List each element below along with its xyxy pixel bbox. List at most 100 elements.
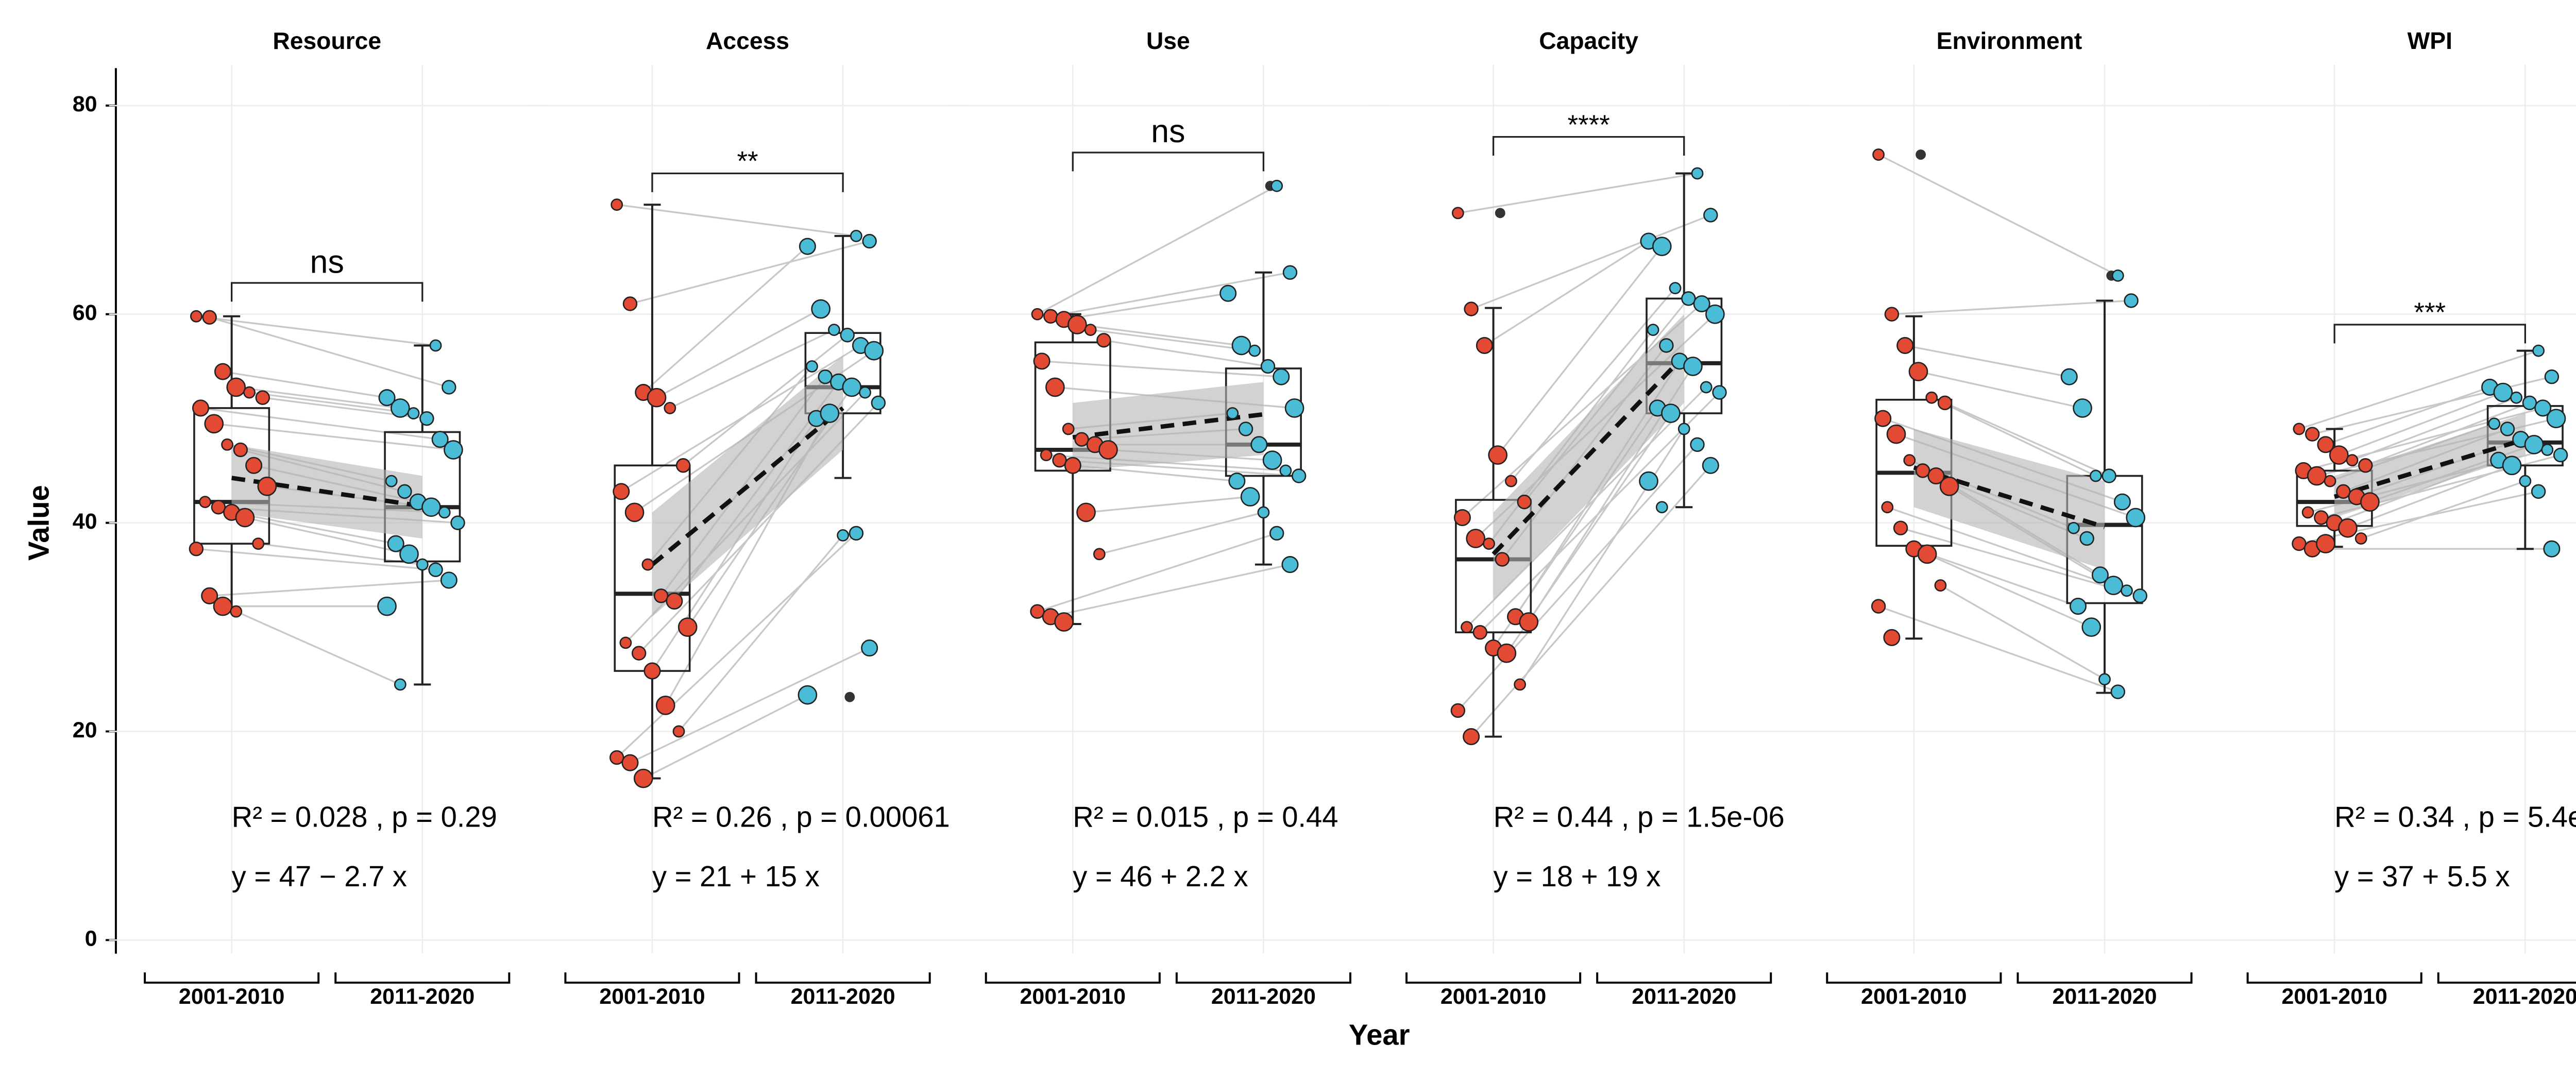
x-axis-bracket <box>2437 972 2576 984</box>
point <box>199 496 211 509</box>
pair-line <box>249 391 414 414</box>
point <box>1639 471 1658 491</box>
point <box>221 438 233 451</box>
significance-label: **** <box>1568 110 1610 140</box>
x-tick-label: 2001-2010 <box>179 984 284 1009</box>
point <box>2111 269 2124 282</box>
point <box>624 502 645 523</box>
point <box>390 398 410 418</box>
significance-label: ns <box>310 244 344 280</box>
point <box>204 414 224 434</box>
x-tick-label: 2011-2020 <box>791 984 895 1009</box>
point <box>633 768 653 788</box>
panel-title: Use <box>1146 27 1190 54</box>
point <box>1270 179 1283 192</box>
point <box>2121 584 2133 597</box>
point <box>641 558 654 571</box>
point <box>2543 540 2561 558</box>
point <box>837 529 850 542</box>
pair-line <box>1037 532 1277 613</box>
pair-line <box>2347 464 2513 529</box>
point <box>2522 395 2537 411</box>
pair-line <box>2351 397 2517 461</box>
point <box>1483 537 1495 550</box>
y-axis-title: Value <box>22 485 55 561</box>
point <box>1497 643 1517 663</box>
pair-line <box>678 534 844 732</box>
point <box>2124 293 2139 308</box>
point <box>428 562 443 577</box>
point <box>2354 532 2367 545</box>
pair-line <box>1077 324 1242 347</box>
stats-label: R² = 0.26 , p = 0.00061 <box>652 800 950 833</box>
point <box>245 457 263 474</box>
point <box>421 497 441 517</box>
point <box>1076 502 1096 523</box>
point <box>440 571 457 589</box>
point <box>2336 484 2351 499</box>
point <box>2317 436 2334 453</box>
point <box>643 662 661 680</box>
pair-line <box>1931 397 2096 477</box>
equation-label: y = 46 + 2.2 x <box>1073 860 1248 892</box>
point <box>202 310 217 325</box>
point <box>1514 678 1527 691</box>
point <box>1054 612 1074 632</box>
point <box>2067 521 2080 534</box>
point <box>1228 473 1246 490</box>
point <box>677 617 698 637</box>
point <box>1476 336 1493 355</box>
point <box>1453 509 1471 527</box>
point <box>1281 556 1299 574</box>
point <box>631 646 647 661</box>
point <box>2519 475 2532 487</box>
pair-line <box>1099 511 1264 555</box>
point <box>1096 333 1111 348</box>
point <box>407 407 420 419</box>
fit-line <box>2333 437 2526 499</box>
point <box>387 535 404 552</box>
pair-line <box>2298 350 2539 430</box>
point <box>811 299 831 319</box>
equation-label: y = 21 + 15 x <box>652 860 820 892</box>
significance-label: *** <box>2414 297 2446 328</box>
point <box>438 506 451 519</box>
point <box>1250 436 1268 453</box>
x-tick-label: 2001-2010 <box>2281 984 2387 1009</box>
point <box>211 500 226 515</box>
point <box>1488 445 1508 465</box>
point <box>213 596 233 616</box>
pair-line <box>2299 491 2539 545</box>
pair-line <box>1900 527 2141 597</box>
point <box>431 431 449 448</box>
point <box>1043 309 1058 324</box>
point <box>190 310 202 323</box>
point <box>1451 207 1464 220</box>
significance-label: ns <box>1151 113 1185 149</box>
pair-line <box>642 245 808 393</box>
point <box>619 636 632 649</box>
point <box>1705 304 1725 324</box>
pair-line <box>1050 272 1291 317</box>
point <box>672 725 685 738</box>
pair-line <box>1905 344 2070 378</box>
point <box>1248 344 1261 357</box>
stats-label: R² = 0.028 , p = 0.29 <box>232 800 497 833</box>
point <box>849 526 864 541</box>
y-tick-label: 20 <box>73 718 97 743</box>
point <box>1461 621 1473 633</box>
point <box>226 377 246 397</box>
point <box>1464 301 1479 316</box>
point <box>399 544 419 564</box>
point <box>1934 579 1947 592</box>
pair-line <box>620 345 861 493</box>
point <box>1226 407 1239 419</box>
point <box>2126 508 2146 528</box>
point <box>1669 282 1682 295</box>
point <box>1269 526 1284 541</box>
point <box>1655 501 1668 514</box>
outlier <box>1495 208 1505 218</box>
stats-label: R² = 0.015 , p = 0.44 <box>1073 800 1338 833</box>
point <box>2324 475 2336 487</box>
